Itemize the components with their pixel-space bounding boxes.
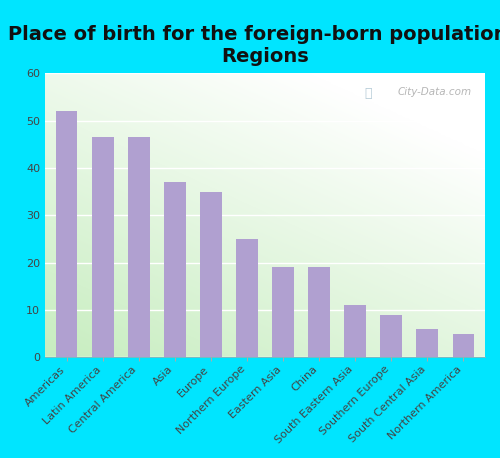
Text: ⦾: ⦾ — [364, 87, 372, 100]
Bar — [164, 182, 186, 357]
Bar — [128, 137, 150, 357]
Bar — [380, 315, 402, 357]
Bar — [92, 137, 114, 357]
Bar — [56, 111, 78, 357]
Bar — [272, 267, 294, 357]
Title: Place of birth for the foreign-born population -
Regions: Place of birth for the foreign-born popu… — [8, 25, 500, 66]
Bar — [200, 191, 222, 357]
Bar — [416, 329, 438, 357]
Text: City-Data.com: City-Data.com — [398, 87, 472, 98]
Bar — [344, 305, 366, 357]
Bar — [236, 239, 258, 357]
Bar — [452, 333, 474, 357]
Bar — [308, 267, 330, 357]
